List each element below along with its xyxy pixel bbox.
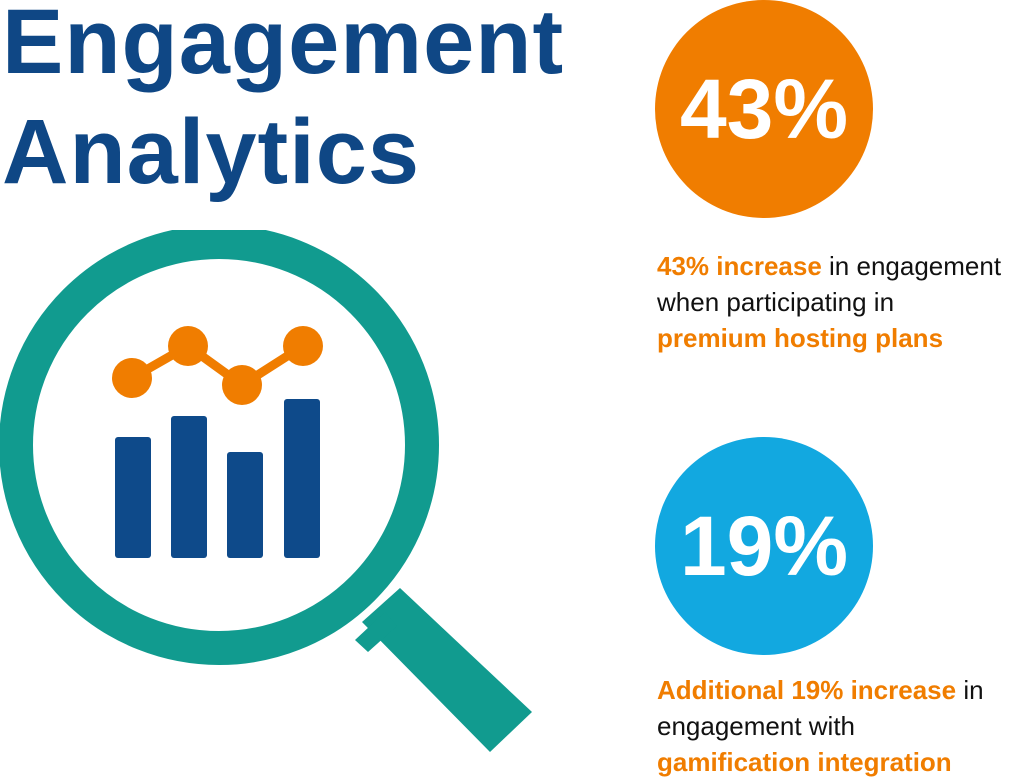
stat-text: when participating in [657,287,895,317]
stat-text: engagement with [657,711,856,741]
trend-point [222,365,262,405]
magnifier-handle [355,588,532,752]
bar [171,416,207,558]
stat-text: in [956,675,984,705]
stat-value: 19% [679,498,849,593]
trend-point [112,358,152,398]
stat-text: in engagement [821,251,1002,281]
magnifier-ring [0,230,439,665]
stat-circle-43: 43% [655,0,873,218]
trend-point [168,326,208,366]
stat-highlight: premium hosting plans [657,323,944,353]
stat-description-43: 43% increase in engagement when particip… [657,248,1022,356]
trend-line [112,326,323,405]
trend-point [283,326,323,366]
stat-highlight: Additional 19% increase [657,675,957,705]
stat-highlight: 43% increase [657,251,822,281]
stat-circle-19: 19% [655,437,873,655]
bar [284,399,320,558]
page-title-line-2: Analytics [2,101,421,203]
stat-highlight: gamification integration [657,747,952,777]
stat-description-19: Additional 19% increase in engagement wi… [657,672,1022,780]
page-title-line-1: Engagement [2,0,565,93]
bar [115,437,151,558]
magnifying-glass-chart-icon [0,230,532,752]
bar [227,452,263,558]
bar-chart [115,399,320,558]
stat-value: 43% [679,61,849,156]
